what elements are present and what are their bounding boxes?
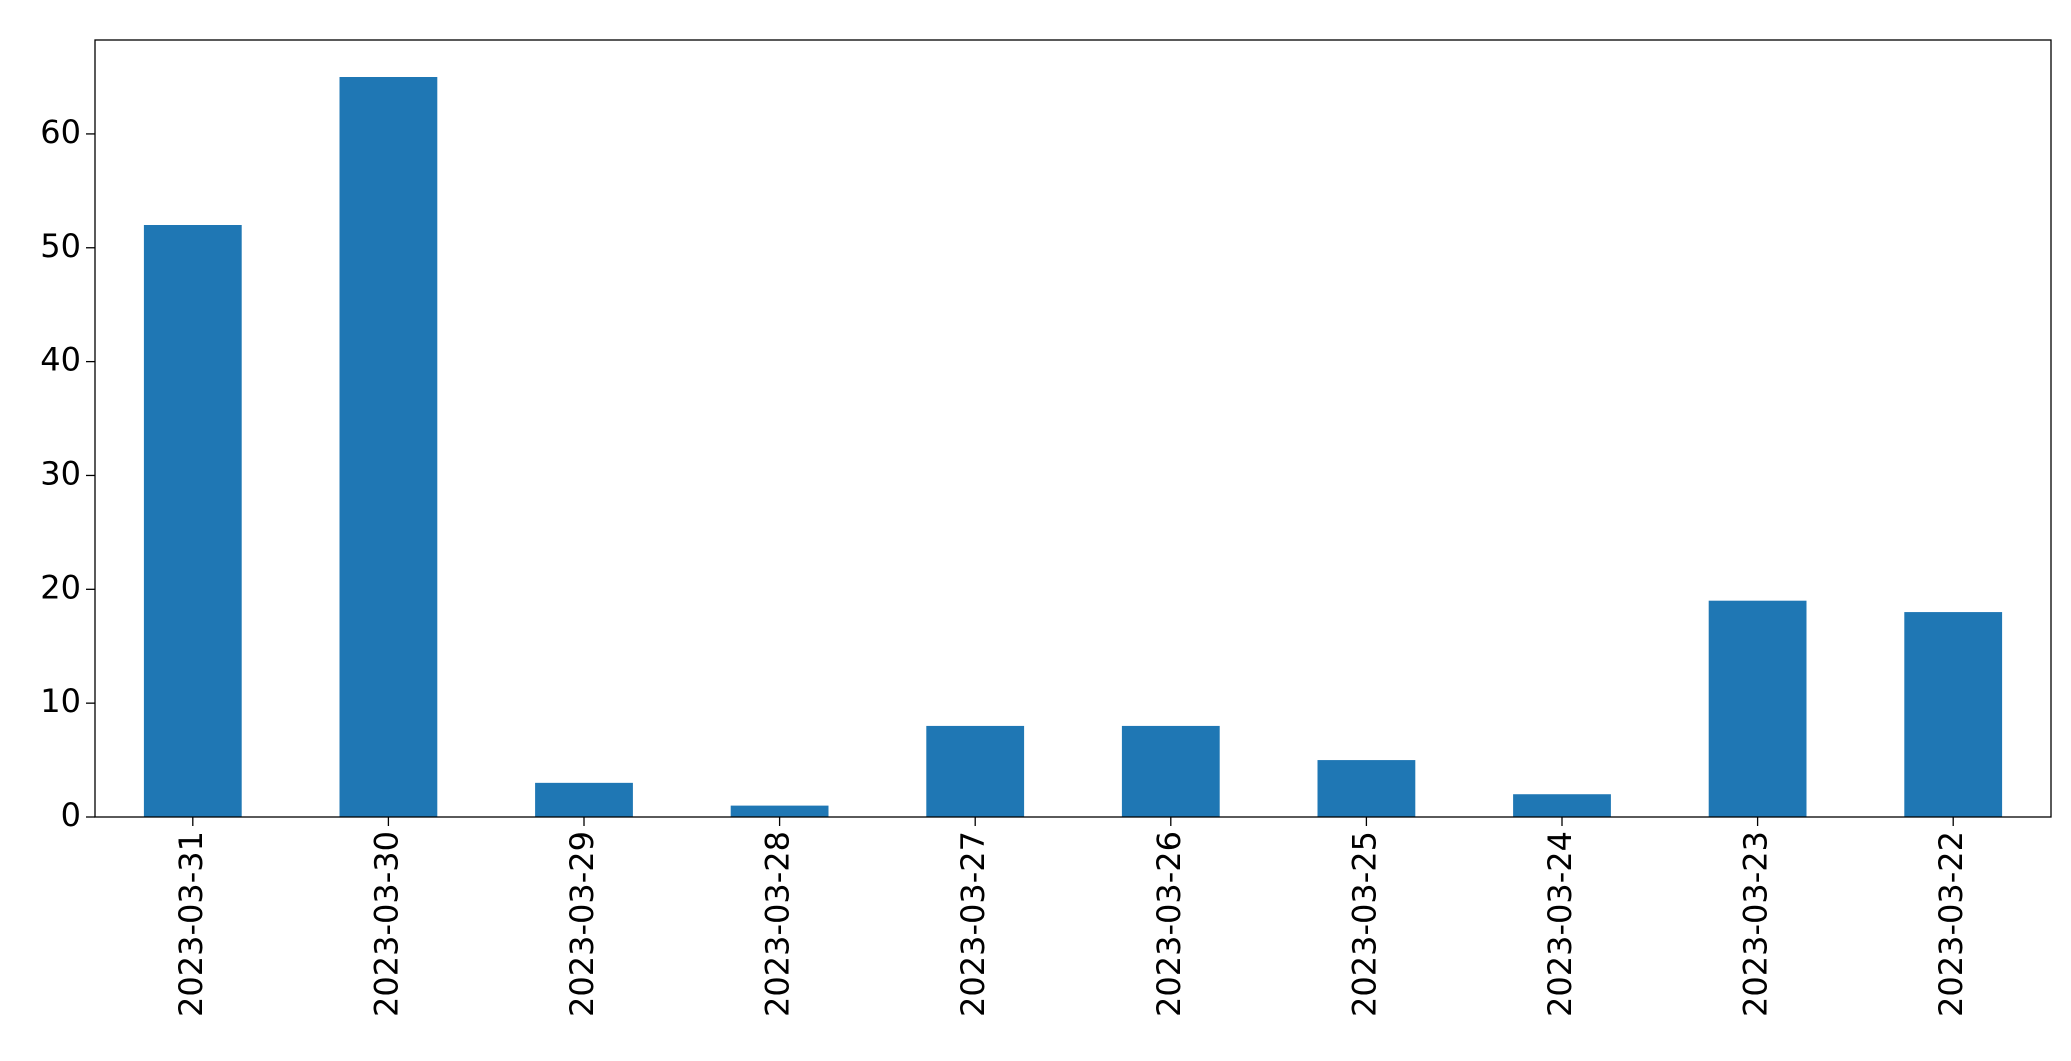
x-tick-label: 2023-03-31	[172, 831, 210, 1017]
bar	[1513, 794, 1611, 817]
y-tick-label: 10	[40, 682, 81, 720]
bar	[339, 77, 438, 817]
x-tick-label: 2023-03-25	[1345, 831, 1383, 1017]
plot-frame	[94, 39, 2052, 818]
y-tick-label: 20	[40, 568, 81, 606]
x-tick-label: 2023-03-23	[1737, 831, 1775, 1017]
y-tick-label: 0	[61, 796, 81, 834]
y-tick-label: 40	[40, 341, 81, 379]
bar	[1904, 612, 2003, 817]
bar	[1317, 760, 1416, 817]
x-tick-label: 2023-03-26	[1150, 831, 1188, 1017]
bar	[1121, 725, 1220, 817]
bar	[143, 225, 242, 817]
bar	[1708, 600, 1807, 817]
bar	[926, 725, 1025, 817]
bar	[730, 805, 829, 817]
x-tick-label: 2023-03-29	[563, 831, 601, 1017]
x-tick-label: 2023-03-27	[954, 831, 992, 1017]
x-tick-label: 2023-03-30	[367, 831, 405, 1017]
x-tick-label: 2023-03-22	[1932, 831, 1970, 1017]
x-tick-label: 2023-03-28	[759, 831, 797, 1017]
x-tick-label: 2023-03-24	[1541, 831, 1579, 1017]
y-tick-label: 60	[40, 113, 81, 151]
y-tick-label: 50	[40, 227, 81, 265]
y-tick-label: 30	[40, 454, 81, 492]
bar	[535, 782, 633, 817]
